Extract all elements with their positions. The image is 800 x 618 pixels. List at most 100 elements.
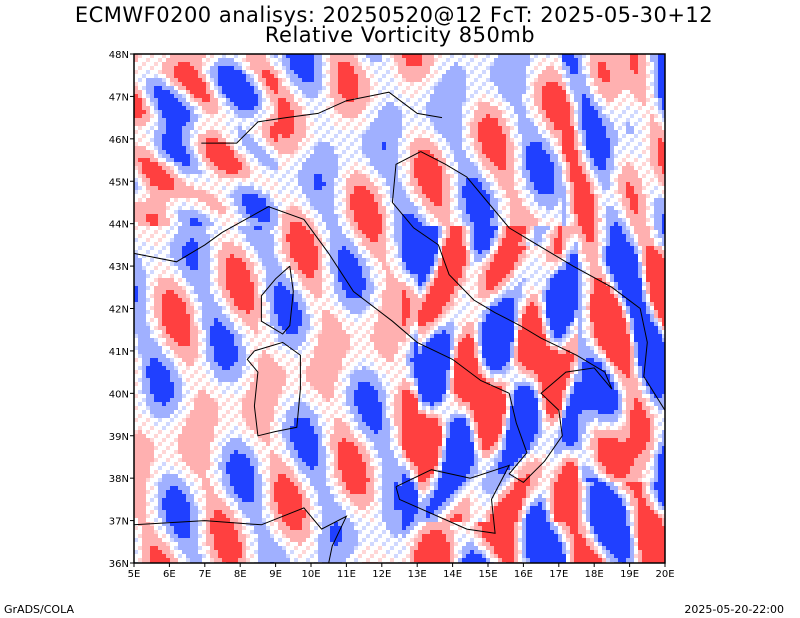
vorticity-cell (182, 546, 186, 550)
vorticity-cell (146, 450, 150, 454)
vorticity-cell (282, 162, 286, 166)
vorticity-cell (218, 202, 222, 206)
vorticity-cell (282, 174, 286, 178)
vorticity-cell (162, 282, 166, 286)
vorticity-cell (154, 386, 158, 390)
vorticity-cell (270, 186, 274, 190)
vorticity-cell (170, 454, 174, 458)
vorticity-cell (338, 462, 342, 466)
vorticity-cell (146, 546, 150, 550)
vorticity-cell (250, 478, 254, 482)
vorticity-cell (286, 422, 290, 426)
vorticity-cell (182, 258, 186, 262)
vorticity-cell (306, 370, 310, 374)
vorticity-cell (134, 494, 138, 498)
vorticity-cell (194, 214, 198, 218)
vorticity-cell (146, 310, 150, 314)
vorticity-cell (150, 210, 154, 214)
vorticity-cell (238, 278, 242, 282)
vorticity-cell (238, 242, 242, 246)
vorticity-cell (274, 114, 278, 118)
vorticity-cell (310, 250, 314, 254)
vorticity-cell (234, 74, 238, 78)
vorticity-cell (170, 202, 174, 206)
vorticity-cell (326, 174, 330, 178)
vorticity-cell (310, 254, 314, 258)
vorticity-cell (162, 186, 166, 190)
vorticity-cell (254, 322, 258, 326)
vorticity-cell (234, 454, 238, 458)
vorticity-cell (258, 538, 262, 542)
vorticity-cell (198, 78, 202, 82)
vorticity-cell (206, 350, 210, 354)
vorticity-cell (162, 86, 166, 90)
vorticity-cell (170, 554, 174, 558)
vorticity-cell (178, 346, 182, 350)
vorticity-cell (278, 334, 282, 338)
vorticity-cell (166, 366, 170, 370)
vorticity-cell (330, 258, 334, 262)
vorticity-cell (222, 378, 226, 382)
vorticity-cell (310, 506, 314, 510)
vorticity-cell (154, 350, 158, 354)
vorticity-cell (250, 242, 254, 246)
vorticity-cell (178, 146, 182, 150)
vorticity-cell (274, 318, 278, 322)
vorticity-cell (314, 310, 318, 314)
vorticity-cell (214, 374, 218, 378)
vorticity-cell (170, 186, 174, 190)
vorticity-cell (230, 282, 234, 286)
vorticity-cell (326, 518, 330, 522)
vorticity-cell (166, 106, 170, 110)
vorticity-cell (182, 190, 186, 194)
vorticity-cell (146, 386, 150, 390)
vorticity-cell (318, 462, 322, 466)
vorticity-cell (178, 162, 182, 166)
vorticity-cell (166, 58, 170, 62)
vorticity-cell (214, 218, 218, 222)
vorticity-cell (278, 178, 282, 182)
vorticity-cell (282, 142, 286, 146)
vorticity-cell (262, 482, 266, 486)
vorticity-cell (310, 494, 314, 498)
vorticity-cell (314, 282, 318, 286)
vorticity-cell (250, 398, 254, 402)
vorticity-cell (274, 446, 278, 450)
vorticity-cell (186, 326, 190, 330)
vorticity-cell (334, 558, 338, 562)
vorticity-cell (246, 510, 250, 514)
vorticity-cell (206, 358, 210, 362)
vorticity-cell (182, 346, 186, 350)
vorticity-cell (262, 250, 266, 254)
vorticity-cell (286, 466, 290, 470)
vorticity-cell (318, 202, 322, 206)
vorticity-cell (238, 366, 242, 370)
vorticity-cell (274, 370, 278, 374)
vorticity-cell (198, 558, 202, 562)
vorticity-cell (198, 442, 202, 446)
vorticity-cell (238, 434, 242, 438)
vorticity-cell (278, 486, 282, 490)
vorticity-cell (242, 534, 246, 538)
vorticity-cell (310, 454, 314, 458)
vorticity-cell (186, 302, 190, 306)
vorticity-cell (306, 498, 310, 502)
vorticity-cell (330, 342, 334, 346)
vorticity-cell (150, 78, 154, 82)
vorticity-cell (238, 62, 242, 66)
vorticity-cell (266, 390, 270, 394)
vorticity-cell (298, 182, 302, 186)
vorticity-cell (278, 318, 282, 322)
vorticity-cell (342, 198, 346, 202)
vorticity-cell (218, 162, 222, 166)
vorticity-cell (294, 338, 298, 342)
vorticity-cell (258, 506, 262, 510)
vorticity-cell (314, 426, 318, 430)
vorticity-cell (218, 266, 222, 270)
vorticity-cell (278, 358, 282, 362)
vorticity-cell (210, 162, 214, 166)
vorticity-cell (298, 466, 302, 470)
vorticity-cell (190, 498, 194, 502)
vorticity-cell (254, 494, 258, 498)
vorticity-cell (234, 338, 238, 342)
